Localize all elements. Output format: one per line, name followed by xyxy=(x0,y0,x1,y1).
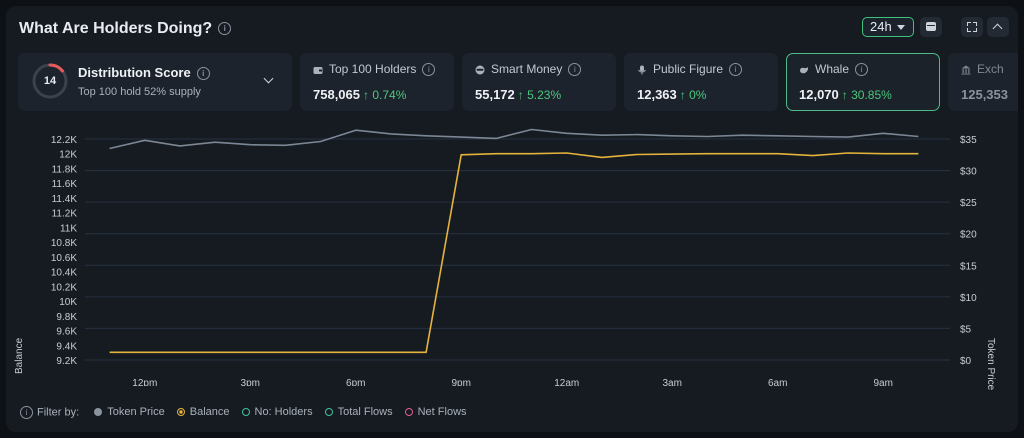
distribution-score-subtitle: Top 100 hold 52% supply xyxy=(78,86,201,98)
info-icon[interactable]: i xyxy=(568,63,582,77)
card-value: 12,070 xyxy=(799,87,839,102)
card-change: ↑ 5.23% xyxy=(517,88,562,102)
y-tick-label: 10.6K xyxy=(51,253,77,264)
wallet-icon xyxy=(313,66,323,74)
y2-tick-label: $0 xyxy=(960,356,972,367)
card-value: 125,353 xyxy=(961,87,1008,102)
card-value: 758,065 xyxy=(313,87,360,102)
expand-icon xyxy=(967,22,977,32)
filter-net-flows[interactable]: Net Flows xyxy=(404,406,467,418)
x-tick-label: 6am xyxy=(768,378,787,386)
info-icon[interactable]: i xyxy=(218,22,232,36)
info-icon[interactable]: i xyxy=(20,406,33,419)
y-tick-label: 11.8K xyxy=(52,164,78,175)
y-tick-label: 10.8K xyxy=(51,238,77,249)
info-icon[interactable]: i xyxy=(855,63,869,77)
x-tick-label: 12am xyxy=(554,378,579,386)
score-ring xyxy=(32,63,68,99)
y-tick-label: 10K xyxy=(59,297,77,308)
whale-icon xyxy=(800,66,809,74)
y2-tick-label: $10 xyxy=(960,293,977,304)
filter-balance[interactable]: Balance xyxy=(176,406,230,418)
holders-panel: What Are Holders Doing? i 24h 14 Distribu… xyxy=(6,6,1018,432)
card-label: Smart Money xyxy=(491,62,563,76)
card-value: 55,172 xyxy=(475,87,515,102)
y-tick-label: 10.4K xyxy=(51,268,77,279)
legend-dot-icon xyxy=(241,408,250,417)
chart-area: 9.2K 9.4K 9.6K 9.8K 10K 10.2K 10.4K 10.6K 10.8K 1… xyxy=(6,126,1018,390)
filter-total-flows[interactable]: Total Flows xyxy=(324,406,393,418)
distribution-score-card[interactable]: 14 Distribution Score i Top 100 hold 52% … xyxy=(18,53,292,111)
legend-dot-icon xyxy=(176,408,185,417)
distribution-score-title: Distribution Score i xyxy=(78,65,210,81)
filter-no-holders[interactable]: No: Holders xyxy=(241,406,313,418)
y-tick-label: 12K xyxy=(59,150,77,161)
x-tick-label: 3pm xyxy=(241,378,260,386)
card-smart-money[interactable]: Smart Money i 55,172 ↑ 5.23% xyxy=(462,53,616,111)
card-whale[interactable]: Whale i 12,070 ↑ 30.85% xyxy=(786,53,940,111)
y2-tick-label: $35 xyxy=(960,135,977,146)
filter-token-price[interactable]: Token Price xyxy=(94,406,165,418)
y2-axis-title: Token Price xyxy=(985,338,996,391)
series-line-token-price xyxy=(109,128,919,150)
filter-label: Filter by: xyxy=(37,406,80,419)
card-exchange[interactable]: Exch 125,353 xyxy=(948,53,1018,111)
microphone-icon xyxy=(638,65,646,75)
y2-tick-label: $25 xyxy=(960,198,977,209)
card-change: ↑ 30.85% xyxy=(841,88,892,102)
y-tick-label: 11.4K xyxy=(52,194,78,205)
info-icon[interactable]: i xyxy=(422,63,436,77)
y2-tick-label: $15 xyxy=(960,261,977,272)
card-label: Top 100 Holders xyxy=(329,62,417,76)
glasses-icon xyxy=(475,65,485,75)
y-tick-label: 11.2K xyxy=(52,209,78,220)
card-label: Whale xyxy=(815,62,850,76)
x-tick-label: 12pm xyxy=(132,378,157,386)
card-label: Exch xyxy=(977,62,1004,76)
y-tick-label: 9.6K xyxy=(56,327,77,338)
calendar-button[interactable] xyxy=(920,17,942,37)
collapse-button[interactable] xyxy=(987,17,1009,37)
y2-tick-label: $20 xyxy=(960,230,977,241)
y2-tick-label: $5 xyxy=(960,324,972,335)
y-tick-label: 9.2K xyxy=(56,356,77,367)
y2-tick-label: $30 xyxy=(960,167,977,178)
card-change: ↑ 0.74% xyxy=(363,88,407,102)
y-tick-label: 9.4K xyxy=(56,341,77,352)
calendar-icon xyxy=(926,22,936,31)
chevron-down-icon[interactable] xyxy=(263,73,274,84)
info-icon[interactable]: i xyxy=(729,63,743,77)
card-value: 12,363 xyxy=(637,87,677,102)
card-change: ↑ 0% xyxy=(679,88,707,102)
x-tick-label: 9pm xyxy=(452,378,471,386)
y-axis-title: Balance xyxy=(14,337,25,374)
y-tick-label: 11K xyxy=(60,223,77,234)
x-tick-label: 6pm xyxy=(346,378,365,386)
page-title: What Are Holders Doing? i xyxy=(19,20,232,38)
y-tick-label: 9.8K xyxy=(56,312,77,323)
distribution-score-value: 14 xyxy=(43,75,57,87)
bank-icon xyxy=(961,65,971,75)
card-public-figure[interactable]: Public Figure i 12,363 ↑ 0% xyxy=(624,53,778,111)
card-label: Public Figure xyxy=(653,62,724,76)
card-top-100-holders[interactable]: Top 100 Holders i 758,065 ↑ 0.74% xyxy=(300,53,454,111)
caret-down-icon xyxy=(896,25,905,31)
fullscreen-button[interactable] xyxy=(961,17,983,37)
info-icon[interactable]: i xyxy=(196,67,210,81)
y-tick-label: 12.2K xyxy=(51,135,77,146)
x-tick-label: 3am xyxy=(662,378,681,386)
chevron-up-icon xyxy=(992,23,1003,34)
legend-dot-icon xyxy=(324,408,333,417)
y-tick-label: 11.6K xyxy=(52,179,78,190)
filter-row: i Filter by: Token Price Balance No: Holder… xyxy=(20,406,479,419)
holders-line-chart[interactable]: 9.2K 9.4K 9.6K 9.8K 10K 10.2K 10.4K 10.6K 10.8K 1… xyxy=(6,126,1018,389)
y-tick-label: 10.2K xyxy=(51,282,77,293)
x-tick-label: 9am xyxy=(873,378,892,386)
series-line-balance xyxy=(109,152,919,354)
legend-dot-icon xyxy=(404,408,413,417)
legend-dot-icon xyxy=(94,408,103,417)
time-range-dropdown[interactable]: 24h xyxy=(862,17,914,37)
